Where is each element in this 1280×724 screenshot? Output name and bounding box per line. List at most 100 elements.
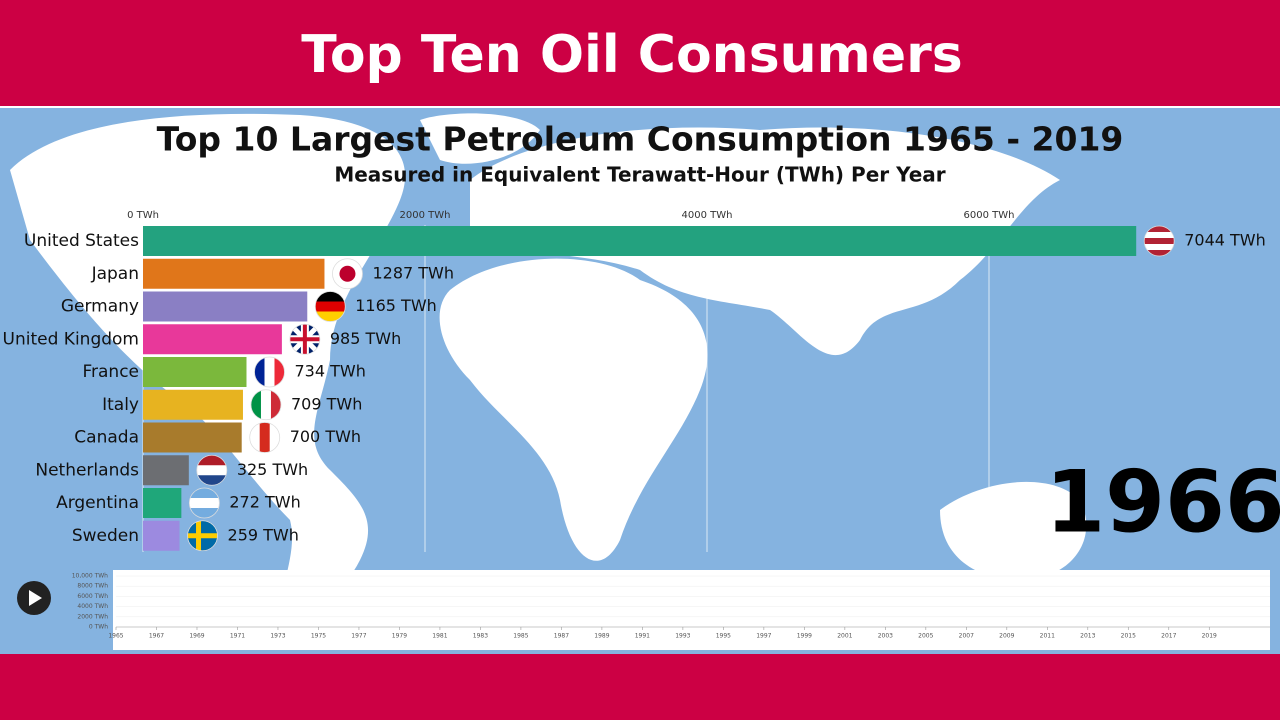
greenland [420,113,540,164]
flag-stripe [315,311,346,322]
flag [250,389,282,421]
timeline-x-label: 1993 [675,633,690,640]
flag-stripe [189,488,220,499]
bar [143,324,282,355]
flag-stripe [1144,232,1175,239]
flag-body [249,422,280,453]
flag-ring [187,520,218,552]
timeline-x-label: 2013 [1080,633,1095,640]
flag [1143,225,1175,257]
flag-ring [332,258,363,290]
value-label: 259 TWh [228,525,299,544]
play-icon [29,590,42,606]
timeline-y-label: 6000 TWh [77,593,108,600]
flag-body [289,324,320,355]
chart-title: Top 10 Largest Petroleum Consumption 196… [157,120,1124,159]
timeline-x-label: 1975 [311,633,326,640]
flag [249,422,281,453]
timeline-x-label: 1989 [594,633,609,640]
flag-stripe [196,455,227,466]
flag-stripe [189,508,220,518]
flag-body [189,488,220,518]
africa [439,258,708,561]
flag-stripe [1144,250,1175,256]
flag [332,258,363,290]
timeline-x-label: 1987 [554,633,569,640]
flag-stripe [259,422,271,453]
timeline-y-label: 4000 TWh [77,603,108,610]
flag-body [332,258,363,289]
value-label: 985 TWh [330,329,401,348]
flag-stripe [1144,244,1175,251]
timeline-x-label: 1971 [230,633,245,640]
x-tick-label: 6000 TWh [964,210,1015,221]
timeline-x-label: 1997 [756,633,771,640]
flag-ring [188,487,220,519]
bars: United States 7044 TWh Japan 1287 TWh German… [3,225,1266,552]
x-tick-label: 0 TWh [127,210,159,221]
timeline-x-label: 2019 [1202,633,1217,640]
flag-stripe [315,291,346,302]
timeline-x-label: 1981 [432,633,447,640]
timeline-x-label: 1979 [392,633,407,640]
timeline-x-label: 1991 [635,633,650,640]
timeline-y-label: 8000 TWh [77,583,108,590]
timeline-x-label: 2015 [1121,633,1136,640]
timeline-x-label: 2007 [959,633,974,640]
timeline-y-label: 10,000 TWh [72,573,108,580]
flag-ring [1143,225,1175,257]
flag-stripe [254,357,265,387]
flag-body [1144,226,1175,256]
timeline-x-label: 2003 [878,633,893,640]
flag-ring [250,389,282,421]
category-label: Italy [102,395,139,415]
flag-cross [187,520,218,551]
flag-stripe [196,475,227,486]
flag-body [196,455,227,486]
flag [196,454,228,486]
timeline-bg [113,570,1270,650]
timeline-x-label: 1973 [270,633,285,640]
category-label: United Kingdom [3,329,139,349]
flag-ring [249,422,281,453]
timeline-x-label: 2001 [837,633,852,640]
timeline-x-label: 1995 [716,633,731,640]
flag-stripe [249,422,261,453]
flag [314,291,346,322]
flag-cross [289,324,320,355]
value-label: 1287 TWh [372,263,454,282]
flag [188,487,220,519]
flag-stripe [1144,226,1175,233]
bar [143,258,325,289]
category-label: Netherlands [35,460,139,480]
flag-ring [254,356,285,388]
bar [143,291,308,322]
value-label: 734 TWh [294,362,365,381]
flag-ring [289,323,321,355]
banner-bg [0,0,1280,106]
flag-body [315,291,346,322]
timeline-x-label: 1977 [351,633,366,640]
value-label: 1165 TWh [355,296,437,315]
category-label: Japan [91,264,139,284]
footer-band [0,654,1280,720]
value-label: 709 TWh [291,394,362,413]
bar [143,455,189,486]
timeline-x-label: 2011 [1040,633,1055,640]
bar [143,389,243,420]
flag-stripe [196,465,227,476]
flag-stripe [270,389,281,420]
flag-stripe [260,389,272,420]
timeline-x-label: 1965 [108,633,123,640]
x-tick-label: 2000 TWh [400,210,451,221]
flag-body [250,389,281,420]
bar [143,357,247,387]
flag-stripe [269,422,280,453]
flag [187,520,218,552]
bar [143,422,242,453]
flag-body [187,520,218,551]
timeline-y-label: 0 TWh [89,624,108,631]
category-label: France [82,362,139,382]
flag [289,323,321,355]
flag-stripe [264,357,275,387]
